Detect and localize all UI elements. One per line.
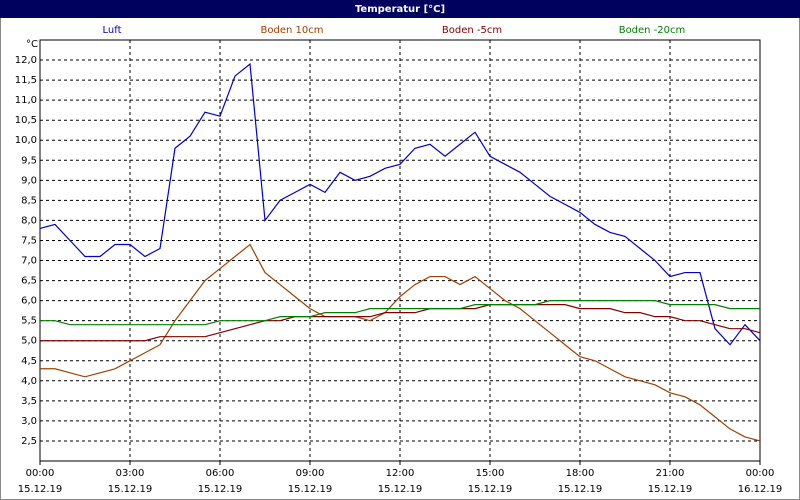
y-tick-label: 3,5 (21, 396, 37, 407)
y-tick-label: 10,0 (15, 135, 37, 146)
x-tick-label: 00:00 (746, 468, 775, 479)
y-tick-label: 12,0 (15, 55, 37, 66)
x-tick-date: 15.12.19 (108, 484, 153, 495)
x-tick-label: 12:00 (386, 468, 415, 479)
y-tick-label: 11,5 (15, 75, 37, 86)
data-line (40, 304, 761, 342)
x-tick-label: 15:00 (476, 468, 505, 479)
x-tick-date: 16.12.19 (738, 484, 783, 495)
y-tick-label: 10,5 (15, 115, 37, 126)
y-tick-label: 4,5 (21, 356, 37, 367)
data-line (40, 300, 760, 326)
x-tick-date: 15.12.19 (648, 484, 693, 495)
y-tick-label: 11,0 (15, 95, 37, 106)
x-tick-date: 15.12.19 (198, 484, 243, 495)
y-tick-label: 5,0 (21, 336, 37, 347)
y-tick-label: 9,5 (21, 155, 37, 166)
x-tick-label: 06:00 (206, 468, 235, 479)
data-line (40, 243, 761, 442)
y-tick-label: 5,5 (21, 316, 37, 327)
y-tick-label: 7,0 (21, 256, 37, 267)
y-tick-label: 8,5 (21, 195, 37, 206)
x-tick-date: 15.12.19 (468, 484, 513, 495)
y-tick-label: 6,5 (21, 276, 37, 287)
title-bar (0, 0, 800, 18)
x-tick-label: 21:00 (656, 468, 685, 479)
y-tick-label: 4,0 (21, 376, 37, 387)
x-tick-date: 15.12.19 (378, 484, 423, 495)
y-tick-label: 9,0 (21, 175, 37, 186)
legend-entry: Boden -5cm (442, 25, 502, 36)
y-tick-label: 3,0 (21, 416, 37, 427)
y-tick-label: 8,0 (21, 215, 37, 226)
y-tick-label: 6,0 (21, 296, 37, 307)
x-tick-date: 15.12.19 (18, 484, 63, 495)
x-tick-label: 18:00 (566, 468, 595, 479)
x-tick-date: 15.12.19 (288, 484, 333, 495)
y-unit-label: °C (26, 39, 38, 50)
x-tick-date: 15.12.19 (558, 484, 603, 495)
chart-title: Temperatur [°C] (355, 4, 445, 15)
legend-entry: Luft (103, 25, 122, 36)
legend-entry: Boden -20cm (619, 25, 686, 36)
x-tick-label: 09:00 (296, 468, 325, 479)
x-tick-label: 03:00 (116, 468, 145, 479)
y-tick-label: 7,5 (21, 235, 37, 246)
x-tick-label: 00:00 (26, 468, 55, 479)
data-line (39, 62, 761, 346)
y-tick-label: 2,5 (21, 436, 37, 447)
legend-entry: Boden 10cm (261, 25, 324, 36)
